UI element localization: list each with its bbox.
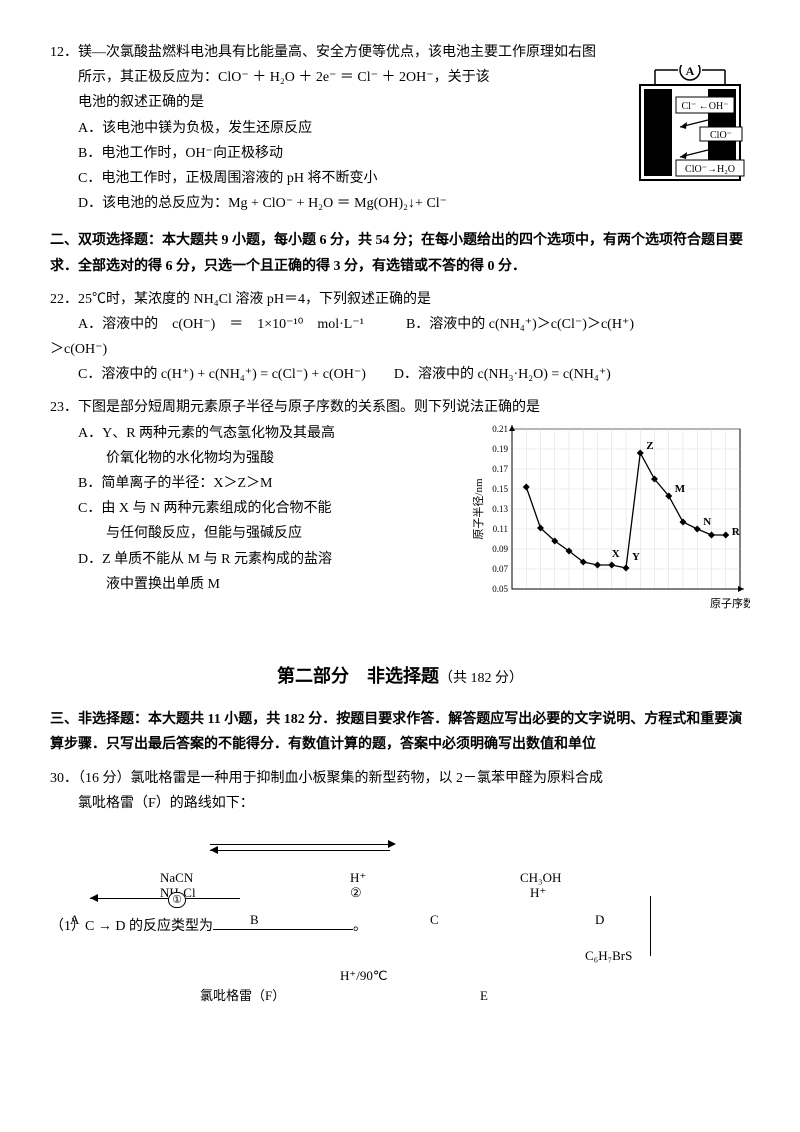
q23-optB: B．简单离子的半径：X＞Z＞M: [50, 471, 470, 496]
q30-reaction-scheme: NaCN NH₄Cl H⁺ ② CH₃OH H⁺ ① A B C D C₆H₇B…: [50, 836, 750, 976]
q23-optC1: C．由 X 与 N 两种元素组成的化合物不能: [50, 496, 470, 521]
blank-fill[interactable]: [213, 915, 353, 930]
svg-text:0.09: 0.09: [492, 544, 508, 554]
svg-text:原子序数: 原子序数: [710, 596, 750, 610]
atomic-radius-chart: 0.05 0.07 0.09 0.11 0.13 0.15 0.17 0.19 0.21 XY Z M…: [470, 421, 750, 611]
svg-text:0.11: 0.11: [493, 524, 508, 534]
svg-text:N: N: [703, 516, 711, 528]
q23-optA1: A．Y、R 两种元素的气态氢化物及其最高: [50, 421, 470, 446]
svg-text:0.13: 0.13: [492, 504, 508, 514]
svg-text:0.07: 0.07: [492, 564, 508, 574]
q22-number: 22．: [50, 292, 78, 307]
q12-diagram: A Cl⁻ ←OH⁻ ClO⁻ ClO⁻→H₂O: [630, 65, 750, 194]
svg-text:原子半径/nm: 原子半径/nm: [471, 478, 485, 540]
part2-title: 第二部分 非选择题（共 182 分）: [50, 660, 750, 692]
step-1-label: ①: [168, 892, 186, 908]
q30-sub1: （1）C → D 的反应类型为。: [50, 914, 367, 939]
reagent-4: C₆H₇BrS: [585, 944, 632, 967]
svg-text:ClO⁻: ClO⁻: [710, 130, 732, 141]
svg-text:0.05: 0.05: [492, 584, 508, 594]
q23-number: 23．: [50, 400, 78, 415]
svg-text:0.15: 0.15: [492, 484, 508, 494]
reagent-2b: ②: [350, 881, 362, 904]
section-2-header: 二、双项选择题：本大题共 9 小题，每小题 6 分，共 54 分；在每小题给出的…: [50, 228, 750, 278]
compound-C: C: [430, 908, 439, 931]
q12-number: 12．: [50, 45, 78, 60]
q23-chart: 0.05 0.07 0.09 0.11 0.13 0.15 0.17 0.19 0.21 XY Z M…: [470, 421, 750, 620]
svg-text:ClO⁻→H₂O: ClO⁻→H₂O: [685, 164, 735, 175]
compound-E: E: [480, 984, 488, 1007]
compound-D: D: [595, 908, 604, 931]
svg-text:X: X: [612, 548, 620, 560]
svg-text:Y: Y: [632, 551, 640, 563]
d-vert: [650, 896, 652, 956]
svg-text:M: M: [675, 483, 686, 495]
q23-optC2: 与任何酸反应，但能与强碱反应: [50, 521, 470, 546]
q22-optB-cont: ＞c(OH⁻): [50, 337, 750, 362]
q22-optCD-row: C．溶液中的 c(H⁺) + c(NH₄⁺) = c(Cl⁻) + c(OH⁻)…: [50, 362, 750, 387]
svg-text:0.17: 0.17: [492, 464, 508, 474]
q30-number: 30．: [50, 771, 78, 786]
question-30: 30．（16 分）氯吡格雷是一种用于抑制血小板聚集的新型药物，以 2－氯苯甲醛为…: [50, 766, 750, 976]
question-12: 12．镁—次氯酸盐燃料电池具有比能量高、安全方便等优点，该电池主要工作原理如右图…: [50, 40, 750, 216]
q22-stem: 22．25℃时，某浓度的 NH₄Cl 溶液 pH＝4，下列叙述正确的是: [50, 287, 750, 312]
battery-diagram-svg: A Cl⁻ ←OH⁻ ClO⁻ ClO⁻→H₂O: [630, 65, 750, 185]
svg-text:0.21: 0.21: [492, 424, 508, 434]
reagent-5: H⁺/90℃: [340, 964, 387, 987]
section-3-header: 三、非选择题：本大题共 11 小题，共 182 分．按题目要求作答．解答题应写出…: [50, 707, 750, 757]
question-23: 23．下图是部分短周期元素原子半径与原子序数的关系图。则下列说法正确的是 A．Y…: [50, 395, 750, 619]
q30-line2: 氯吡格雷（F）的路线如下：: [50, 791, 750, 816]
svg-text:0.19: 0.19: [492, 444, 508, 454]
q22-optA: A．溶液中的 c(OH⁻) ＝ 1×10⁻¹⁰ mol·L⁻¹: [78, 317, 364, 332]
q22-optAB-row: A．溶液中的 c(OH⁻) ＝ 1×10⁻¹⁰ mol·L⁻¹ B．溶液中的 c…: [50, 312, 750, 337]
svg-text:Cl⁻ ←OH⁻: Cl⁻ ←OH⁻: [682, 101, 729, 112]
q30-line1: 30．（16 分）氯吡格雷是一种用于抑制血小板聚集的新型药物，以 2－氯苯甲醛为…: [50, 766, 750, 791]
q23-optD1: D．Z 单质不能从 M 与 R 元素构成的盐溶: [50, 547, 470, 572]
q12-optD: D．该电池的总反应为：Mg + ClO⁻ + H₂O ＝ Mg(OH)₂↓+ C…: [50, 191, 750, 216]
q23-optA2: 价氧化物的水化物均为强酸: [50, 446, 470, 471]
svg-text:A: A: [686, 65, 695, 78]
q23-options: A．Y、R 两种元素的气态氢化物及其最高 价氧化物的水化物均为强酸 B．简单离子…: [50, 421, 470, 597]
reagent-3b: H⁺: [530, 881, 546, 904]
q12-line1: 12．镁—次氯酸盐燃料电池具有比能量高、安全方便等优点，该电池主要工作原理如右图: [50, 40, 750, 65]
compound-F: 氯吡格雷（F）: [200, 984, 285, 1007]
q22-optD: D．溶液中的 c(NH₃·H₂O) = c(NH₄⁺): [394, 367, 611, 382]
question-22: 22．25℃时，某浓度的 NH₄Cl 溶液 pH＝4，下列叙述正确的是 A．溶液…: [50, 287, 750, 388]
q22-optB: B．溶液中的 c(NH₄⁺)＞c(Cl⁻)＞c(H⁺): [406, 317, 634, 332]
q22-optC: C．溶液中的 c(H⁺) + c(NH₄⁺) = c(Cl⁻) + c(OH⁻): [78, 367, 366, 382]
svg-text:R: R: [732, 526, 741, 538]
q23-optD2: 液中置换出单质 M: [50, 572, 470, 597]
svg-text:Z: Z: [646, 440, 653, 452]
q23-stem: 23．下图是部分短周期元素原子半径与原子序数的关系图。则下列说法正确的是: [50, 395, 750, 420]
